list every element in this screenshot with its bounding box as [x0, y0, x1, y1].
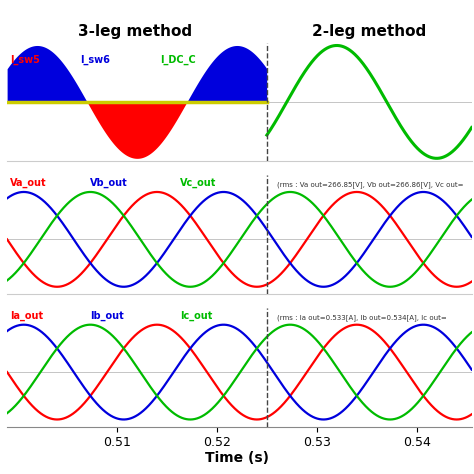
- Text: (rms : Ia out=0.533[A], Ib out=0.534[A], Ic out=: (rms : Ia out=0.533[A], Ib out=0.534[A],…: [277, 314, 447, 321]
- Text: Time (s): Time (s): [205, 450, 269, 465]
- Text: I_sw6: I_sw6: [80, 55, 110, 65]
- Text: (rms : Va out=266.85[V], Vb out=266.86[V], Vc out=: (rms : Va out=266.85[V], Vb out=266.86[V…: [277, 182, 463, 188]
- Text: Vb_out: Vb_out: [90, 178, 128, 188]
- Text: 3-leg method: 3-leg method: [78, 24, 191, 39]
- Text: Ib_out: Ib_out: [90, 310, 124, 321]
- Text: Ic_out: Ic_out: [180, 310, 212, 321]
- Text: 2-leg method: 2-leg method: [312, 24, 426, 39]
- Text: I_sw5: I_sw5: [10, 55, 40, 65]
- Text: Vc_out: Vc_out: [180, 178, 216, 188]
- Text: Ia_out: Ia_out: [10, 310, 43, 321]
- Text: I_DC_C: I_DC_C: [160, 55, 196, 65]
- Text: Va_out: Va_out: [10, 178, 47, 188]
